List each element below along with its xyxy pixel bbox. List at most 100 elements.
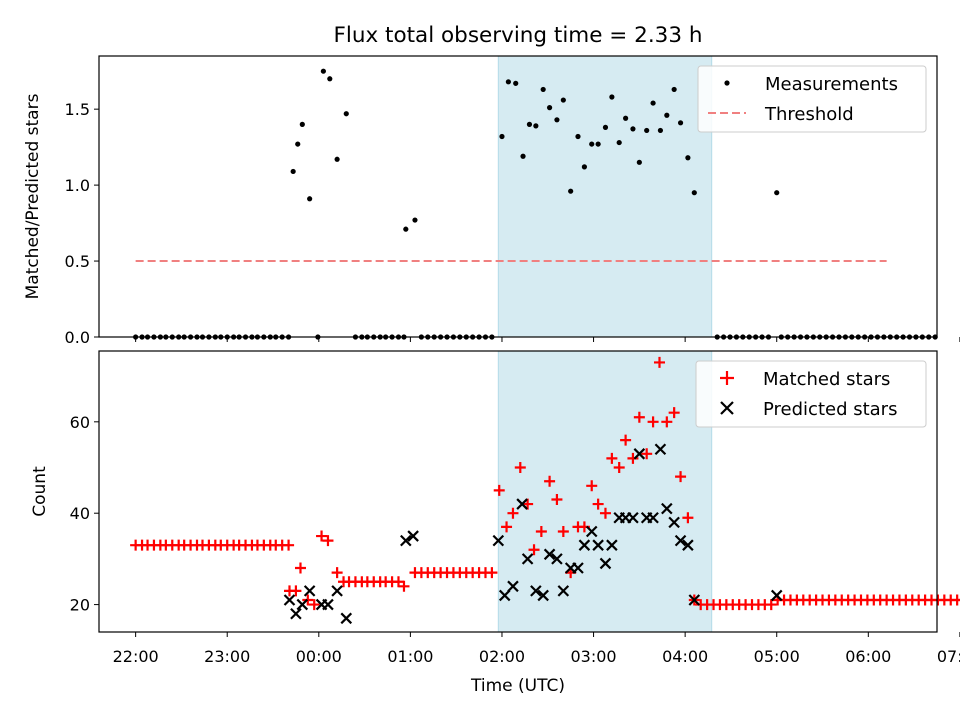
measurement-point xyxy=(560,97,566,103)
measurement-point xyxy=(295,141,301,147)
chart-title: Flux total observing time = 2.33 h xyxy=(334,23,703,48)
measurement-point xyxy=(630,126,636,132)
measurement-point xyxy=(526,121,533,127)
predicted-star-point xyxy=(296,598,309,611)
matched-star-point xyxy=(308,599,320,611)
predicted-star-point xyxy=(498,589,511,602)
matched-star-point xyxy=(613,462,625,474)
matched-star-point xyxy=(522,498,534,510)
matched-star-point xyxy=(294,562,306,574)
measurement-point xyxy=(499,133,505,140)
ratio-legend: Measurements Threshold xyxy=(697,65,927,133)
x-tick-label: 05:00 xyxy=(754,647,800,666)
matched-star-point xyxy=(647,416,659,428)
predicted-star-point xyxy=(543,548,556,561)
legend-marker-predicted xyxy=(720,401,734,415)
matched-star-point xyxy=(535,525,547,537)
matched-star-point xyxy=(486,567,498,579)
measurement-point xyxy=(505,79,511,85)
predicted-star-point xyxy=(290,607,302,620)
x-tick-label: 02:00 xyxy=(479,647,525,666)
matched-star-point xyxy=(557,525,569,537)
predicted-star-point xyxy=(606,539,618,551)
measurement-point xyxy=(575,133,581,140)
ratio-y-axis-label: Matched/Predicted stars xyxy=(23,93,43,299)
predicted-star-point xyxy=(654,443,667,456)
x-tick-label: 06:00 xyxy=(845,647,891,666)
matched-star-point xyxy=(627,452,639,464)
measurement-point xyxy=(581,164,587,170)
measurement-point xyxy=(334,156,340,162)
measurement-point xyxy=(520,153,526,159)
measurement-point xyxy=(343,111,349,117)
matched-star-point xyxy=(283,539,295,551)
measurement-point xyxy=(691,190,697,196)
legend-label-measurements: Measurements xyxy=(765,74,898,95)
matched-star-point xyxy=(551,493,563,505)
measurement-point xyxy=(589,141,595,147)
measurement-point xyxy=(644,127,650,134)
legend-marker-matched xyxy=(720,371,734,385)
matched-star-point xyxy=(290,585,302,597)
x-tick-label: 00:00 xyxy=(296,647,342,666)
legend-label-predicted: Predicted stars xyxy=(763,399,897,420)
predicted-star-point xyxy=(572,562,584,574)
matched-star-point xyxy=(514,462,526,474)
count-legend-box xyxy=(695,360,927,428)
x-tick-label: 22:00 xyxy=(113,647,159,666)
x-tick-label: 01:00 xyxy=(387,647,433,666)
predicted-star-point xyxy=(322,598,334,611)
predicted-star-point xyxy=(530,585,542,597)
predicted-star-point xyxy=(585,525,598,538)
predicted-star-point xyxy=(551,553,563,565)
matched-star-point xyxy=(507,507,519,519)
measurement-point xyxy=(664,112,670,118)
measurement-point xyxy=(307,196,313,202)
measurement-point xyxy=(650,100,656,106)
measurement-point xyxy=(299,121,305,127)
measurement-point xyxy=(290,168,296,175)
ratio-panel: 0.0 0.5 1.0 1.5 Matched/Predicted stars Mea… xyxy=(23,55,960,347)
count-legend: Matched stars Predicted stars xyxy=(695,360,927,428)
predicted-star-point xyxy=(492,534,505,547)
predicted-star-point xyxy=(283,594,296,606)
count-panel-frame xyxy=(98,350,938,633)
observing-window-band-bottom xyxy=(497,350,713,633)
legend-label-threshold: Threshold xyxy=(764,104,854,125)
observing-window-band-top xyxy=(497,55,713,338)
measurement-point xyxy=(677,120,684,126)
measurement-point xyxy=(774,190,780,196)
matched-star-point xyxy=(606,452,618,464)
matched-star-point xyxy=(544,475,556,487)
predicted-star-point xyxy=(537,589,549,602)
predicted-star-point xyxy=(507,580,519,593)
ratio-y-tick-label: 1.5 xyxy=(65,100,90,119)
predicted-star-point xyxy=(668,516,680,529)
predicted-star-point xyxy=(688,594,701,606)
matched-star-point xyxy=(620,434,632,446)
predicted-star-point xyxy=(516,498,528,510)
measurement-point xyxy=(616,139,622,146)
matched-star-point xyxy=(586,480,598,492)
ratio-legend-box xyxy=(697,65,927,133)
matched-star-point xyxy=(653,356,665,368)
measurement-point xyxy=(568,188,574,194)
matched-star-point xyxy=(316,530,328,542)
matched-star-point xyxy=(668,407,680,419)
predicted-star-point xyxy=(682,539,694,551)
measurement-point xyxy=(602,124,609,130)
matched-star-point xyxy=(398,580,410,592)
count-y-tick-label: 60 xyxy=(70,413,90,432)
x-tick-label: 03:00 xyxy=(571,647,617,666)
predicted-star-point xyxy=(674,534,687,547)
x-tick-label: 04:00 xyxy=(662,647,708,666)
predicted-star-point xyxy=(340,612,353,625)
ratio-y-tick-label: 1.0 xyxy=(65,176,90,195)
legend-marker-measurements xyxy=(724,80,730,86)
ratio-y-tick-label: 0.5 xyxy=(65,252,90,271)
measurement-point xyxy=(403,226,409,232)
predicted-star-point xyxy=(661,502,673,515)
measurement-point xyxy=(412,217,418,223)
measurement-point xyxy=(609,94,615,100)
measurement-point xyxy=(320,68,326,74)
